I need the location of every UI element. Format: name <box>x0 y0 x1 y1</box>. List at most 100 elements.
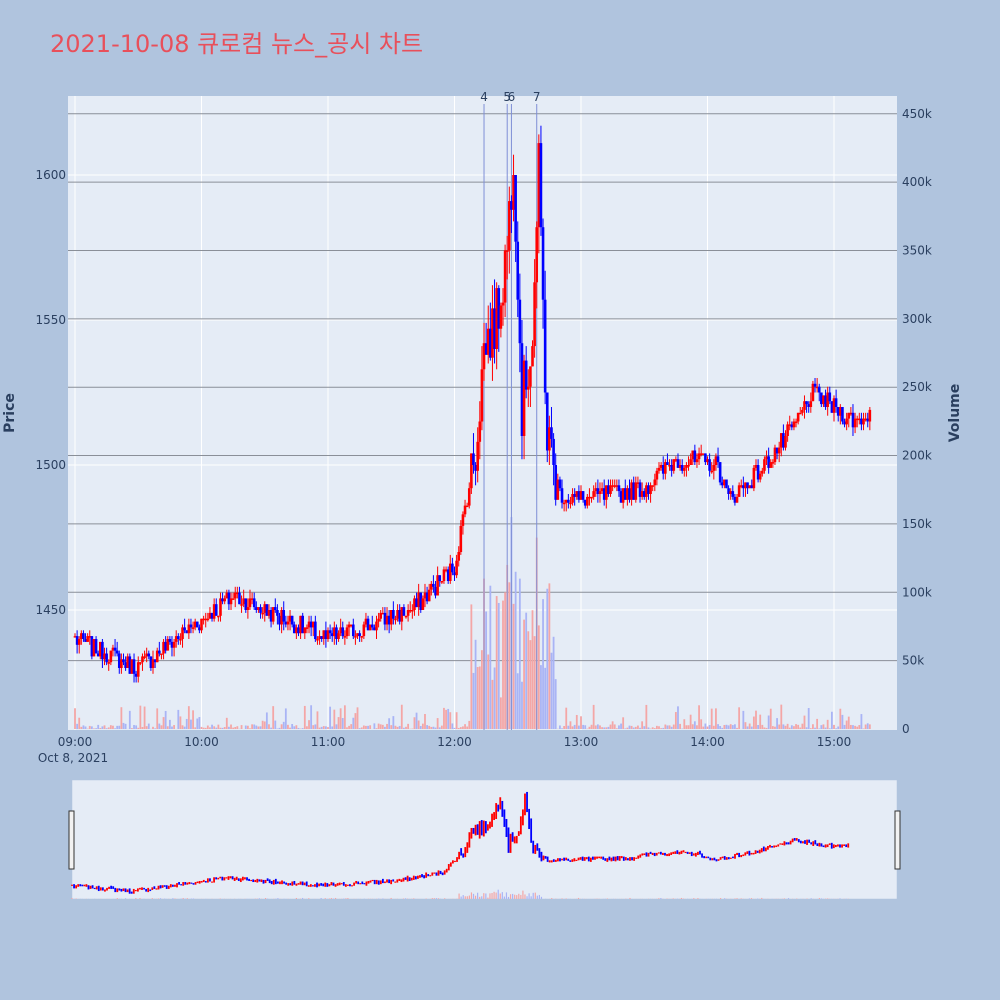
candle[interactable] <box>649 482 652 503</box>
candle[interactable] <box>777 441 781 463</box>
candle[interactable] <box>868 407 872 431</box>
candle[interactable] <box>343 630 347 645</box>
candle[interactable] <box>714 453 718 471</box>
candle[interactable] <box>619 488 623 503</box>
candle[interactable] <box>661 456 665 480</box>
candle[interactable] <box>377 612 380 628</box>
candle[interactable] <box>328 624 332 640</box>
candle[interactable] <box>817 383 821 402</box>
candle[interactable] <box>733 494 737 506</box>
candle[interactable] <box>383 607 387 631</box>
candle[interactable] <box>303 627 307 639</box>
candle[interactable] <box>451 557 454 576</box>
candle[interactable] <box>77 636 81 654</box>
candle[interactable] <box>103 647 106 666</box>
candle[interactable] <box>845 412 848 431</box>
candle[interactable] <box>457 546 461 567</box>
candle[interactable] <box>520 320 524 460</box>
candle[interactable] <box>577 485 581 503</box>
candle[interactable] <box>379 610 383 622</box>
candle[interactable] <box>305 624 309 634</box>
candle[interactable] <box>512 154 515 222</box>
candle[interactable] <box>642 488 646 500</box>
candle[interactable] <box>486 305 490 364</box>
candle[interactable] <box>271 607 275 625</box>
candle[interactable] <box>695 453 699 468</box>
candle[interactable] <box>288 610 292 631</box>
candle[interactable] <box>172 639 176 657</box>
candle[interactable] <box>701 453 705 455</box>
candle[interactable] <box>575 491 579 500</box>
candle[interactable] <box>411 604 414 619</box>
candle[interactable] <box>689 453 692 465</box>
candle[interactable] <box>482 322 486 381</box>
candle[interactable] <box>92 639 96 657</box>
candle[interactable] <box>712 459 716 480</box>
candle[interactable] <box>720 476 724 489</box>
candle[interactable] <box>333 621 336 645</box>
candle[interactable] <box>404 615 408 619</box>
candle[interactable] <box>322 630 326 645</box>
candle[interactable] <box>683 465 686 477</box>
candle[interactable] <box>236 586 239 599</box>
candle[interactable] <box>187 618 191 639</box>
candle[interactable] <box>491 285 494 381</box>
candle[interactable] <box>181 624 184 648</box>
candle[interactable] <box>200 618 203 634</box>
candle[interactable] <box>267 604 271 619</box>
candle[interactable] <box>221 592 224 605</box>
candle[interactable] <box>535 221 539 309</box>
candle[interactable] <box>419 592 423 613</box>
candle[interactable] <box>860 412 863 431</box>
candle[interactable] <box>202 615 205 625</box>
candle[interactable] <box>710 462 714 474</box>
candle[interactable] <box>718 462 722 486</box>
candle[interactable] <box>543 270 547 405</box>
candle[interactable] <box>446 566 450 584</box>
candle[interactable] <box>358 630 361 642</box>
candle[interactable] <box>828 386 832 405</box>
candle[interactable] <box>164 636 167 654</box>
candle[interactable] <box>204 612 208 628</box>
candle[interactable] <box>680 459 684 474</box>
candle[interactable] <box>579 485 583 500</box>
candle[interactable] <box>685 462 688 477</box>
candle[interactable] <box>402 604 406 616</box>
candle[interactable] <box>864 412 867 422</box>
candle[interactable] <box>168 636 172 645</box>
candle[interactable] <box>723 479 726 489</box>
candle[interactable] <box>434 581 437 599</box>
candle[interactable] <box>630 479 633 506</box>
candle[interactable] <box>761 467 764 477</box>
candle[interactable] <box>598 482 602 503</box>
candle[interactable] <box>782 424 785 451</box>
candle[interactable] <box>541 218 545 329</box>
candle[interactable] <box>149 656 153 671</box>
candle[interactable] <box>96 650 100 657</box>
candle[interactable] <box>567 494 570 509</box>
candle[interactable] <box>309 615 313 637</box>
candle[interactable] <box>136 656 140 683</box>
candle[interactable] <box>246 598 250 619</box>
candle[interactable] <box>470 453 473 494</box>
candle[interactable] <box>628 479 631 503</box>
candle[interactable] <box>206 612 210 622</box>
candle[interactable] <box>775 447 779 460</box>
candle[interactable] <box>779 433 783 457</box>
candle[interactable] <box>238 586 241 605</box>
candle[interactable] <box>231 592 235 600</box>
candle[interactable] <box>586 494 589 509</box>
candle[interactable] <box>430 581 433 596</box>
candle[interactable] <box>84 633 87 642</box>
candle[interactable] <box>588 488 591 506</box>
candle[interactable] <box>744 482 747 497</box>
candle[interactable] <box>569 496 572 509</box>
candle[interactable] <box>750 479 754 489</box>
candle[interactable] <box>255 601 258 613</box>
candle[interactable] <box>495 282 498 370</box>
candle[interactable] <box>299 615 302 639</box>
candle[interactable] <box>508 186 511 274</box>
candle[interactable] <box>316 636 319 645</box>
candle[interactable] <box>843 418 846 428</box>
candle[interactable] <box>280 607 283 634</box>
